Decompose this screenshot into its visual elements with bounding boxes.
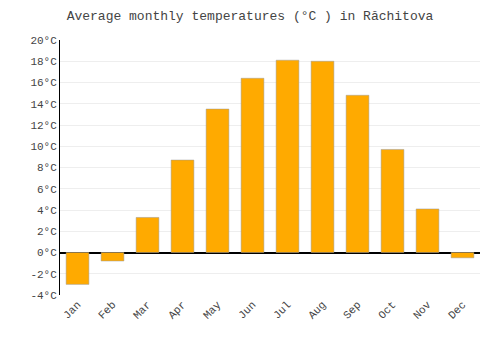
svg-text:Jul: Jul (271, 299, 293, 321)
svg-text:6°C: 6°C (37, 184, 57, 196)
svg-text:Dec: Dec (446, 299, 468, 321)
svg-text:Mar: Mar (131, 299, 153, 321)
svg-text:18°C: 18°C (30, 56, 57, 68)
svg-text:Sep: Sep (341, 299, 363, 321)
svg-text:-4°C: -4°C (30, 290, 57, 302)
svg-text:12°C: 12°C (30, 120, 57, 132)
svg-text:-2°C: -2°C (30, 269, 57, 281)
svg-text:Nov: Nov (411, 299, 434, 322)
svg-text:Average monthly temperatures (: Average monthly temperatures (°C ) in Ră… (67, 9, 434, 24)
svg-text:4°C: 4°C (37, 205, 57, 217)
svg-text:10°C: 10°C (30, 141, 57, 153)
svg-text:Oct: Oct (376, 299, 398, 321)
svg-text:Jan: Jan (61, 299, 83, 321)
svg-text:14°C: 14°C (30, 99, 57, 111)
svg-text:2°C: 2°C (37, 226, 57, 238)
svg-text:May: May (201, 299, 224, 322)
svg-text:0°C: 0°C (37, 247, 57, 259)
svg-text:20°C: 20°C (30, 35, 57, 47)
svg-text:Apr: Apr (166, 299, 188, 321)
svg-text:Aug: Aug (306, 299, 328, 321)
svg-text:Feb: Feb (96, 299, 118, 321)
svg-text:16°C: 16°C (30, 77, 57, 89)
svg-text:Jun: Jun (236, 299, 258, 321)
svg-text:8°C: 8°C (37, 162, 57, 174)
